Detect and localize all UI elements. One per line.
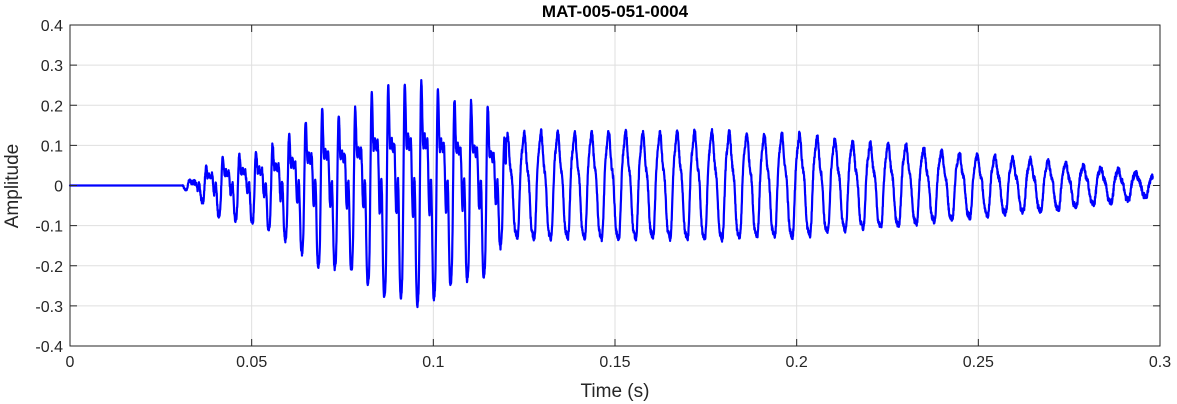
y-axis-label: Amplitude [2, 144, 23, 229]
series-line [68, 79, 1154, 309]
x-tick-label: 0.2 [786, 354, 808, 371]
x-tick-label: 0.25 [963, 354, 994, 371]
x-tick-label: 0 [66, 354, 75, 371]
y-tick-label: 0.1 [41, 138, 63, 155]
x-axis-label: Time (s) [581, 381, 650, 402]
y-tick-label: -0.4 [35, 339, 63, 356]
series-group [68, 79, 1154, 309]
y-tick-label: 0.2 [41, 98, 63, 115]
x-tick-label: 0.1 [422, 354, 444, 371]
chart-title: MAT-005-051-0004 [542, 2, 689, 21]
y-tick-label: 0.4 [41, 18, 63, 35]
x-tick-label: 0.3 [1149, 354, 1171, 371]
ticks-y [70, 24, 1160, 347]
y-tick-label: 0 [54, 179, 63, 196]
y-tick-label: -0.3 [35, 299, 63, 316]
tick-labels-x: 0 0.05 0.1 0.15 0.2 0.25 0.3 [66, 354, 1172, 371]
x-tick-label: 0.15 [599, 354, 630, 371]
y-tick-label: 0.3 [41, 58, 63, 75]
ticks-x [69, 25, 1161, 346]
y-tick-label: -0.1 [35, 219, 63, 236]
tick-labels-y: -0.4 -0.3 -0.2 -0.1 0 0.1 0.2 0.3 0.4 [35, 18, 63, 356]
y-tick-label: -0.2 [35, 259, 63, 276]
x-tick-label: 0.05 [236, 354, 267, 371]
